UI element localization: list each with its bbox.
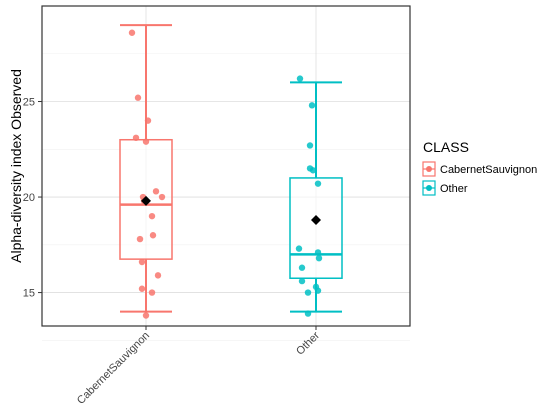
legend-key-point	[426, 185, 432, 191]
y-axis-ticks: 15 20 25	[23, 97, 42, 300]
data-point	[134, 94, 142, 101]
data-point	[136, 235, 144, 243]
panel-border	[41, 5, 411, 327]
data-point	[304, 289, 312, 296]
mean-marker	[311, 214, 321, 225]
data-point	[295, 245, 303, 252]
x-tick-label: Other	[294, 329, 322, 357]
mean-marker	[141, 195, 151, 206]
legend-title: CLASS	[423, 139, 469, 155]
data-point	[304, 310, 312, 317]
x-tick-label: CabernetSauvignon	[75, 330, 152, 407]
data-point	[128, 29, 136, 36]
data-point	[154, 272, 162, 279]
box-Other	[289, 81, 343, 313]
x-axis-ticks: CabernetSauvignon Other	[75, 326, 322, 407]
data-point	[138, 285, 146, 292]
data-point	[315, 254, 323, 262]
data-point	[314, 180, 322, 187]
y-tick-label: 20	[23, 192, 35, 204]
data-point	[296, 75, 304, 82]
box-iqr	[289, 177, 343, 279]
data-point	[306, 142, 314, 149]
panel-background	[42, 6, 410, 326]
data-point	[309, 167, 317, 174]
y-tick-label: 25	[23, 97, 35, 109]
means-layer	[141, 195, 321, 225]
data-point	[144, 117, 152, 124]
y-tick-label: 15	[23, 288, 35, 300]
legend-label: CabernetSauvignon	[440, 164, 537, 176]
data-point	[149, 232, 157, 239]
data-point	[142, 138, 150, 145]
data-point	[298, 277, 306, 285]
y-axis-title: Alpha-diversity index Observed	[8, 69, 24, 263]
data-point	[142, 312, 150, 319]
legend: CLASS CabernetSauvignon Other	[422, 139, 537, 196]
legend-label: Other	[440, 183, 468, 195]
data-point	[298, 264, 306, 271]
data-point	[158, 193, 166, 201]
data-point	[308, 102, 316, 109]
data-point	[148, 289, 156, 296]
legend-key-point	[426, 166, 432, 172]
data-point	[314, 249, 322, 256]
data-point	[132, 134, 140, 142]
data-point	[148, 212, 156, 220]
data-point	[314, 287, 322, 294]
data-point	[138, 258, 146, 266]
data-point	[152, 188, 160, 195]
